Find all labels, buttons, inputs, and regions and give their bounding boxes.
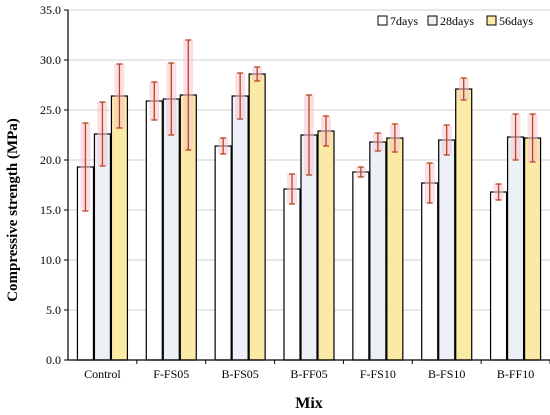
y-tick-label: 30.0 — [40, 53, 61, 67]
y-tick-label: 15.0 — [40, 203, 61, 217]
y-tick-label: 25.0 — [40, 103, 61, 117]
x-tick-label: B-FF05 — [290, 367, 327, 381]
tick-labels: 0.0 5.0 10.0 15.0 20.0 25.0 30.0 35.0 Control F-F… — [40, 3, 534, 381]
bar-group-b-fs10 — [421, 77, 473, 361]
y-tick-label: 35.0 — [40, 3, 61, 17]
bar-7days-b-fs10 — [421, 182, 439, 361]
x-tick-label: F-FS05 — [153, 367, 189, 381]
y-axis-title: Compressive strength (MPa) — [5, 118, 21, 302]
bar-28days-b-fs05 — [231, 95, 249, 361]
bar-group-f-fs05 — [145, 39, 197, 361]
bar-56days-f-fs10 — [386, 137, 404, 361]
x-tick-label: F-FS10 — [360, 367, 396, 381]
bar-56days-b-fs10 — [455, 88, 473, 361]
bar-28days-b-ff10 — [506, 136, 525, 361]
y-tick-label: 5.0 — [46, 303, 61, 317]
bar-56days-b-ff05 — [317, 130, 335, 361]
bar-7days-b-fs05 — [214, 145, 232, 361]
bar-7days-b-ff05 — [283, 188, 301, 361]
bar-28days-f-fs05 — [162, 98, 180, 361]
bar-28days-control — [93, 133, 112, 361]
x-tick-label: B-FS05 — [221, 367, 258, 381]
legend: 7days 28days 56days — [377, 14, 533, 28]
y-tick-label: 10.0 — [40, 253, 61, 267]
bar-group-b-ff10 — [489, 113, 542, 361]
x-tick-label: B-FS10 — [428, 367, 465, 381]
bar-56days-control — [110, 95, 129, 361]
y-tick-label: 20.0 — [40, 153, 61, 167]
x-tick-label: Control — [84, 367, 121, 381]
legend-swatch-56days — [486, 15, 497, 26]
bar-7days-f-fs05 — [145, 100, 163, 361]
bar-group-f-fs10 — [352, 123, 404, 361]
x-axis-title: Mix — [295, 395, 323, 412]
bar-28days-f-fs10 — [369, 141, 387, 361]
legend-swatch-7days — [377, 15, 388, 26]
bar-group-b-ff05 — [283, 94, 335, 361]
legend-label-28days: 28days — [440, 14, 474, 28]
bar-7days-f-fs10 — [352, 171, 370, 361]
bar-56days-b-fs05 — [248, 73, 266, 361]
legend-swatch-28days — [427, 15, 438, 26]
bar-28days-b-fs10 — [438, 139, 456, 361]
y-tick-label: 0.0 — [46, 353, 61, 367]
bar-groups — [76, 39, 542, 361]
legend-label-56days: 56days — [499, 14, 533, 28]
x-tick-label: B-FF10 — [497, 367, 534, 381]
bar-group-control — [76, 63, 129, 361]
bar-7days-b-ff10 — [489, 191, 508, 361]
axes — [64, 9, 550, 364]
legend-label-7days: 7days — [390, 14, 418, 28]
bar-group-b-fs05 — [214, 66, 266, 361]
bar-56days-b-ff10 — [523, 137, 542, 361]
